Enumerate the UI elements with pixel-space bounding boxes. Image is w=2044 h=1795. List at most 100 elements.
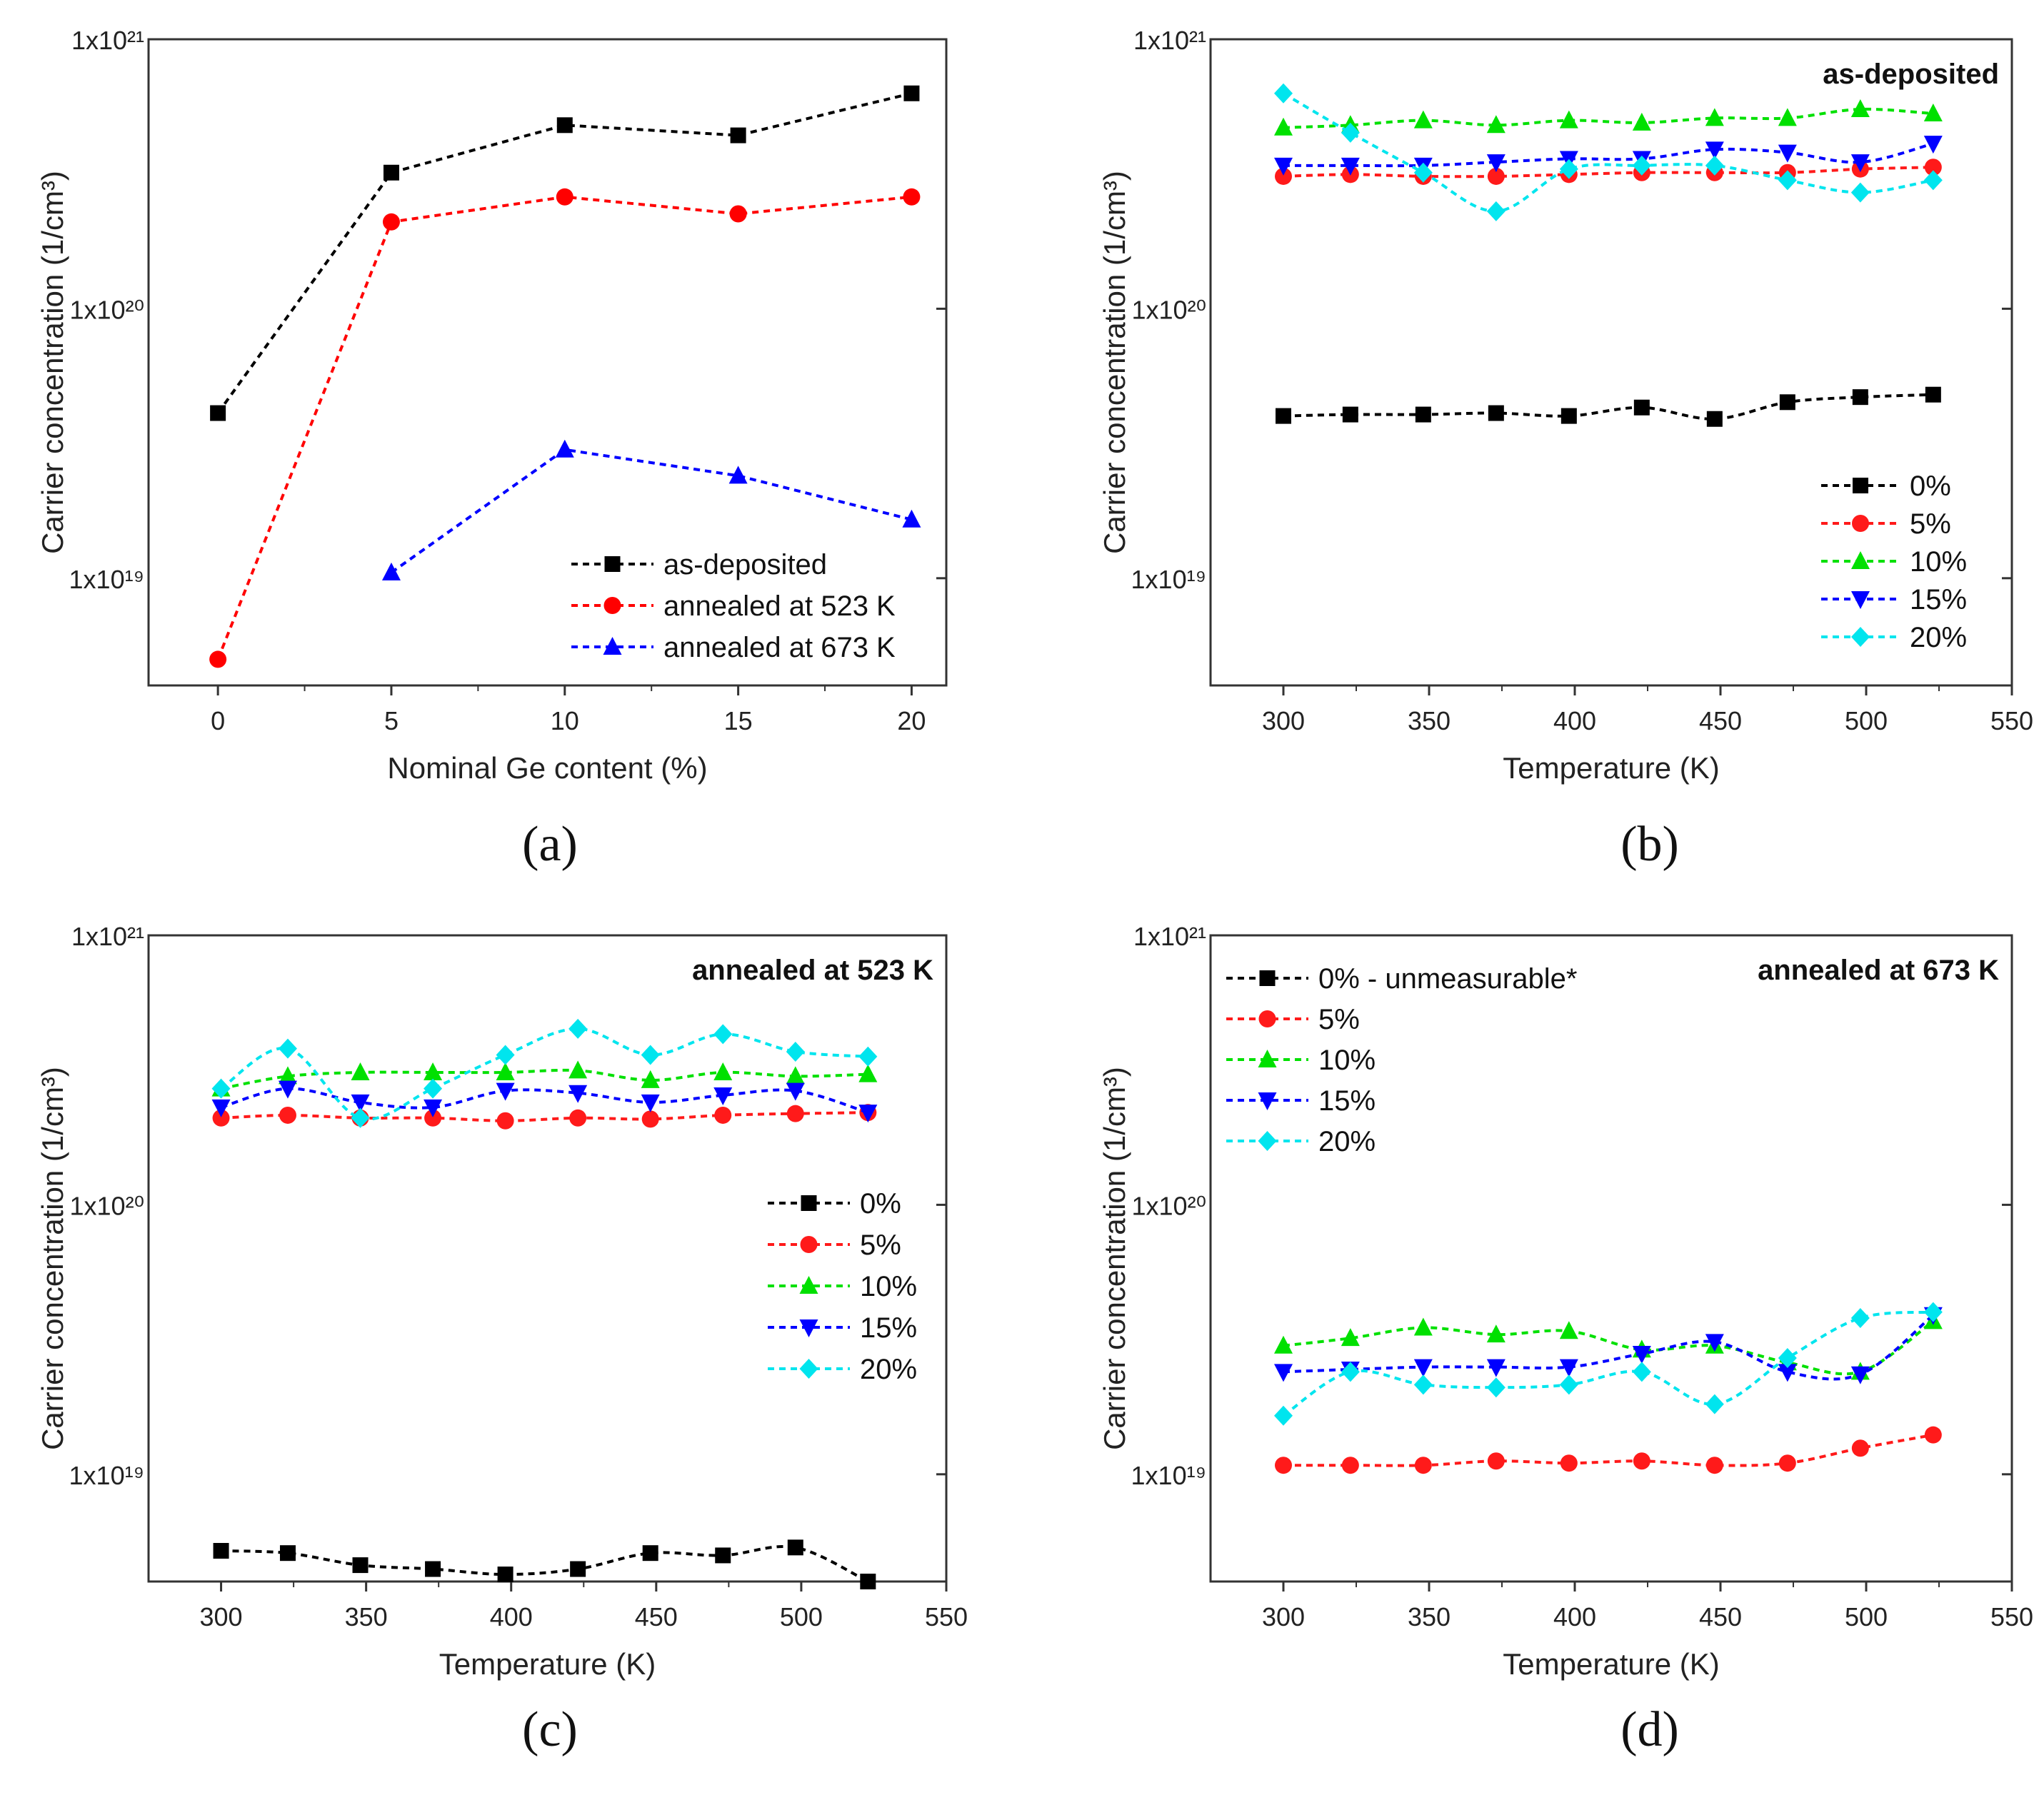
data-point: [715, 1547, 731, 1564]
y-tick-label: 1x10²⁰: [70, 295, 144, 324]
y-tick-label: 1x10²⁰: [1132, 295, 1206, 324]
legend-marker: [799, 1276, 818, 1294]
series-line: [1283, 107, 1933, 129]
data-point: [278, 1066, 297, 1085]
data-point: [570, 1561, 586, 1577]
data-point: [641, 1045, 660, 1065]
legend-label: 0%: [1910, 471, 1951, 502]
data-point: [210, 405, 226, 421]
data-point: [1274, 157, 1293, 176]
legend: as-deposited annealed at 523 K annealed at…: [571, 549, 896, 663]
data-point: [858, 1064, 878, 1082]
data-point: [903, 188, 921, 206]
legend: 0% 5% 10% 15% 20%: [768, 1188, 917, 1385]
data-point: [786, 1066, 805, 1085]
data-point: [1275, 167, 1292, 185]
data-point: [787, 1539, 803, 1556]
series-line: [1283, 1433, 1934, 1467]
series-line: [216, 91, 912, 414]
series-annealed at 523 K: [209, 188, 921, 668]
data-point: [568, 1085, 588, 1103]
data-point: [1559, 1321, 1578, 1339]
data-point: [569, 1109, 587, 1127]
y-tick-label: 1x10²⁰: [1132, 1191, 1206, 1220]
data-point: [1341, 1457, 1359, 1474]
data-point: [1560, 408, 1577, 424]
legend-label: annealed at 523 K: [663, 590, 896, 622]
legend-label: 10%: [1318, 1045, 1376, 1076]
x-tick-label: 500: [1845, 1602, 1888, 1631]
data-point: [1413, 1359, 1433, 1377]
data-point: [1487, 167, 1505, 185]
legend-label: 0% - unmeasurable*: [1318, 963, 1577, 995]
data-point: [1632, 112, 1651, 131]
legend: 0% - unmeasurable* 5% 10% 15% 20%: [1226, 963, 1577, 1157]
x-tick-label: 350: [1408, 706, 1451, 735]
data-point: [641, 1094, 660, 1112]
legend-label: 5%: [860, 1230, 901, 1261]
data-point: [556, 188, 573, 206]
data-point: [902, 509, 921, 528]
x-tick-label: 15: [724, 706, 753, 735]
panel-d: 300 350 400 450 500 550 1x10²¹ 1x10²⁰ 1x10¹⁹ Temp…: [1098, 922, 2033, 1681]
legend-marker: [1259, 970, 1276, 986]
legend-label: 20%: [1910, 622, 1967, 653]
legend-marker: [1851, 591, 1870, 609]
series-line: [1283, 1319, 1934, 1376]
data-point: [1341, 1328, 1360, 1347]
data-point: [1923, 136, 1943, 154]
data-point: [278, 1080, 297, 1099]
data-point: [903, 85, 920, 101]
y-axis-title: Carrier concentration (1/cm³): [36, 171, 69, 554]
x-tick-label: 500: [1845, 706, 1888, 735]
series-20%: [1274, 83, 1943, 221]
data-point: [556, 117, 573, 134]
data-point: [211, 1099, 231, 1117]
panel-label-a: (a): [522, 817, 578, 872]
panel-condition-label: as-deposited: [1823, 59, 1999, 90]
data-point: [714, 1106, 732, 1124]
data-point: [1705, 108, 1724, 126]
data-point: [1415, 406, 1431, 423]
legend-marker: [799, 1319, 818, 1337]
data-point: [1559, 110, 1578, 129]
x-tick-label: 550: [1990, 706, 2033, 735]
data-point: [1275, 1457, 1292, 1474]
series-10%: [1274, 99, 1943, 136]
data-point: [351, 1094, 370, 1112]
data-point: [1559, 1374, 1578, 1395]
x-tick-label: 350: [1408, 1602, 1451, 1631]
x-tick-label: 300: [1262, 1602, 1305, 1631]
data-point: [1276, 408, 1291, 424]
x-tick-label: 300: [1262, 706, 1305, 735]
data-point: [1778, 1454, 1796, 1472]
plot-frame: [1209, 934, 2013, 1583]
series-5%: [212, 1104, 877, 1130]
legend-marker: [1851, 551, 1870, 569]
data-point: [1413, 1317, 1433, 1336]
data-point: [496, 1082, 515, 1101]
legend-marker: [1258, 1050, 1277, 1067]
x-tick-label: 400: [1553, 706, 1596, 735]
legend-marker: [603, 637, 622, 655]
data-point: [424, 1099, 443, 1117]
data-point: [858, 1105, 878, 1123]
data-point: [1925, 386, 1941, 403]
series-line: [220, 1027, 868, 1121]
data-point: [1778, 1348, 1797, 1369]
legend-marker: [1258, 1010, 1276, 1027]
x-tick-label: 10: [551, 706, 579, 735]
data-point: [1486, 1377, 1506, 1398]
data-point: [1850, 1366, 1870, 1384]
x-axis-title: Nominal Ge content (%): [387, 751, 707, 785]
y-tick-label: 1x10¹⁹: [69, 1461, 144, 1490]
x-tick-label: 20: [897, 706, 926, 735]
data-point: [496, 1045, 515, 1065]
data-point: [1274, 117, 1293, 136]
data-point: [1852, 389, 1868, 406]
data-point: [209, 650, 227, 668]
data-point: [1488, 405, 1504, 421]
data-point: [1486, 115, 1506, 134]
data-point: [1633, 399, 1650, 416]
